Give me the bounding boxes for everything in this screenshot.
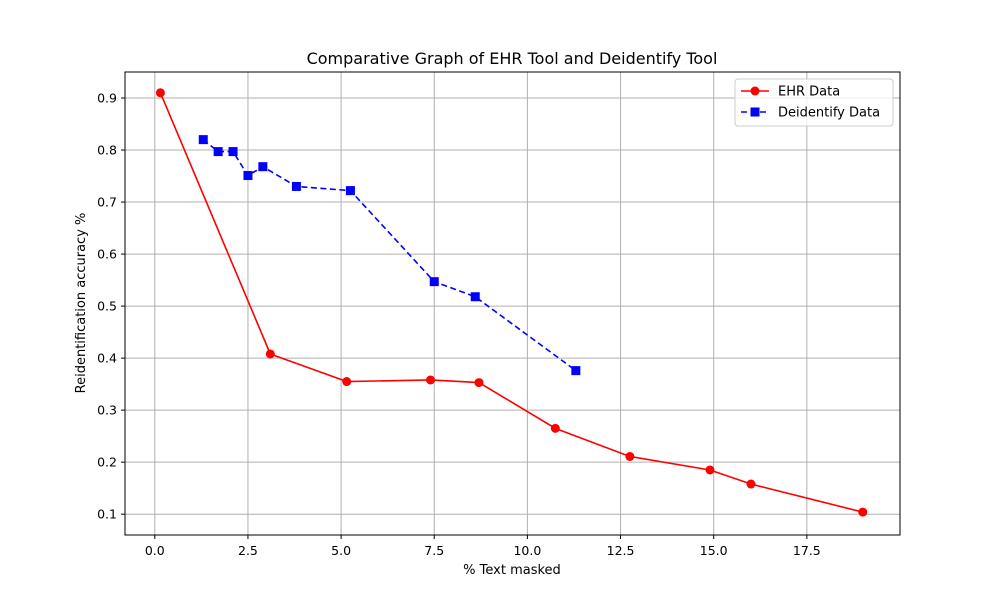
y-tick-label: 0.2 xyxy=(97,455,117,470)
legend-marker xyxy=(750,107,760,117)
y-tick-label: 0.7 xyxy=(97,195,117,210)
data-point xyxy=(625,451,635,461)
x-axis-ticks: 0.0 2.5 5.0 7.5 10.0 12.5 15.0 17.5 xyxy=(145,535,821,558)
data-point xyxy=(426,375,436,385)
legend-label: Deidentify Data xyxy=(778,106,880,121)
plot-frame xyxy=(124,71,901,536)
grid-lines xyxy=(125,72,900,535)
data-point xyxy=(243,171,253,181)
y-axis-ticks: 0.1 0.2 0.3 0.4 0.5 0.6 0.7 0.8 0.9 xyxy=(97,91,125,522)
series-deidentify-data xyxy=(198,135,581,376)
x-tick-label: 5.0 xyxy=(331,543,351,558)
data-point xyxy=(342,377,352,387)
x-tick-label: 15.0 xyxy=(700,543,728,558)
y-tick-label: 0.5 xyxy=(97,299,117,314)
x-tick-label: 0.0 xyxy=(145,543,165,558)
y-tick-label: 0.3 xyxy=(97,403,117,418)
y-tick-label: 0.9 xyxy=(97,91,117,106)
data-point xyxy=(705,465,715,475)
series-line xyxy=(202,139,577,372)
x-tick-label: 17.5 xyxy=(793,543,821,558)
x-tick-label: 2.5 xyxy=(238,543,258,558)
data-point xyxy=(198,135,208,145)
x-tick-label: 7.5 xyxy=(424,543,444,558)
data-series xyxy=(155,88,868,517)
plot-border xyxy=(124,71,901,536)
chart-legend: EHR Data Deidentify Data xyxy=(734,78,894,127)
legend-item: EHR Data xyxy=(741,85,840,100)
data-point xyxy=(345,186,355,196)
data-point xyxy=(213,147,223,157)
series-line xyxy=(159,92,863,513)
data-point xyxy=(746,479,756,489)
data-point xyxy=(474,378,484,388)
data-point xyxy=(265,349,275,359)
data-point xyxy=(429,277,439,287)
x-axis-label: % Text masked xyxy=(463,563,561,578)
x-tick-label: 10.0 xyxy=(513,543,541,558)
y-tick-label: 0.8 xyxy=(97,143,117,158)
data-point xyxy=(291,181,301,191)
data-point xyxy=(470,292,480,302)
data-point xyxy=(228,147,238,157)
x-tick-label: 12.5 xyxy=(607,543,635,558)
chart-title: Comparative Graph of EHR Tool and Deiden… xyxy=(307,49,718,68)
legend-label: EHR Data xyxy=(778,85,840,100)
y-axis-label: Reidentification accuracy % xyxy=(74,213,89,394)
legend-marker xyxy=(750,86,760,96)
data-point xyxy=(155,88,165,98)
y-tick-label: 0.6 xyxy=(97,247,117,262)
data-point xyxy=(550,423,560,433)
data-point xyxy=(858,507,868,517)
series-ehr-data xyxy=(155,88,868,517)
y-tick-label: 0.1 xyxy=(97,507,117,522)
legend-item: Deidentify Data xyxy=(741,106,880,121)
y-tick-label: 0.4 xyxy=(97,351,117,366)
legend-box xyxy=(734,78,894,127)
data-point xyxy=(571,366,581,376)
data-point xyxy=(258,162,268,172)
